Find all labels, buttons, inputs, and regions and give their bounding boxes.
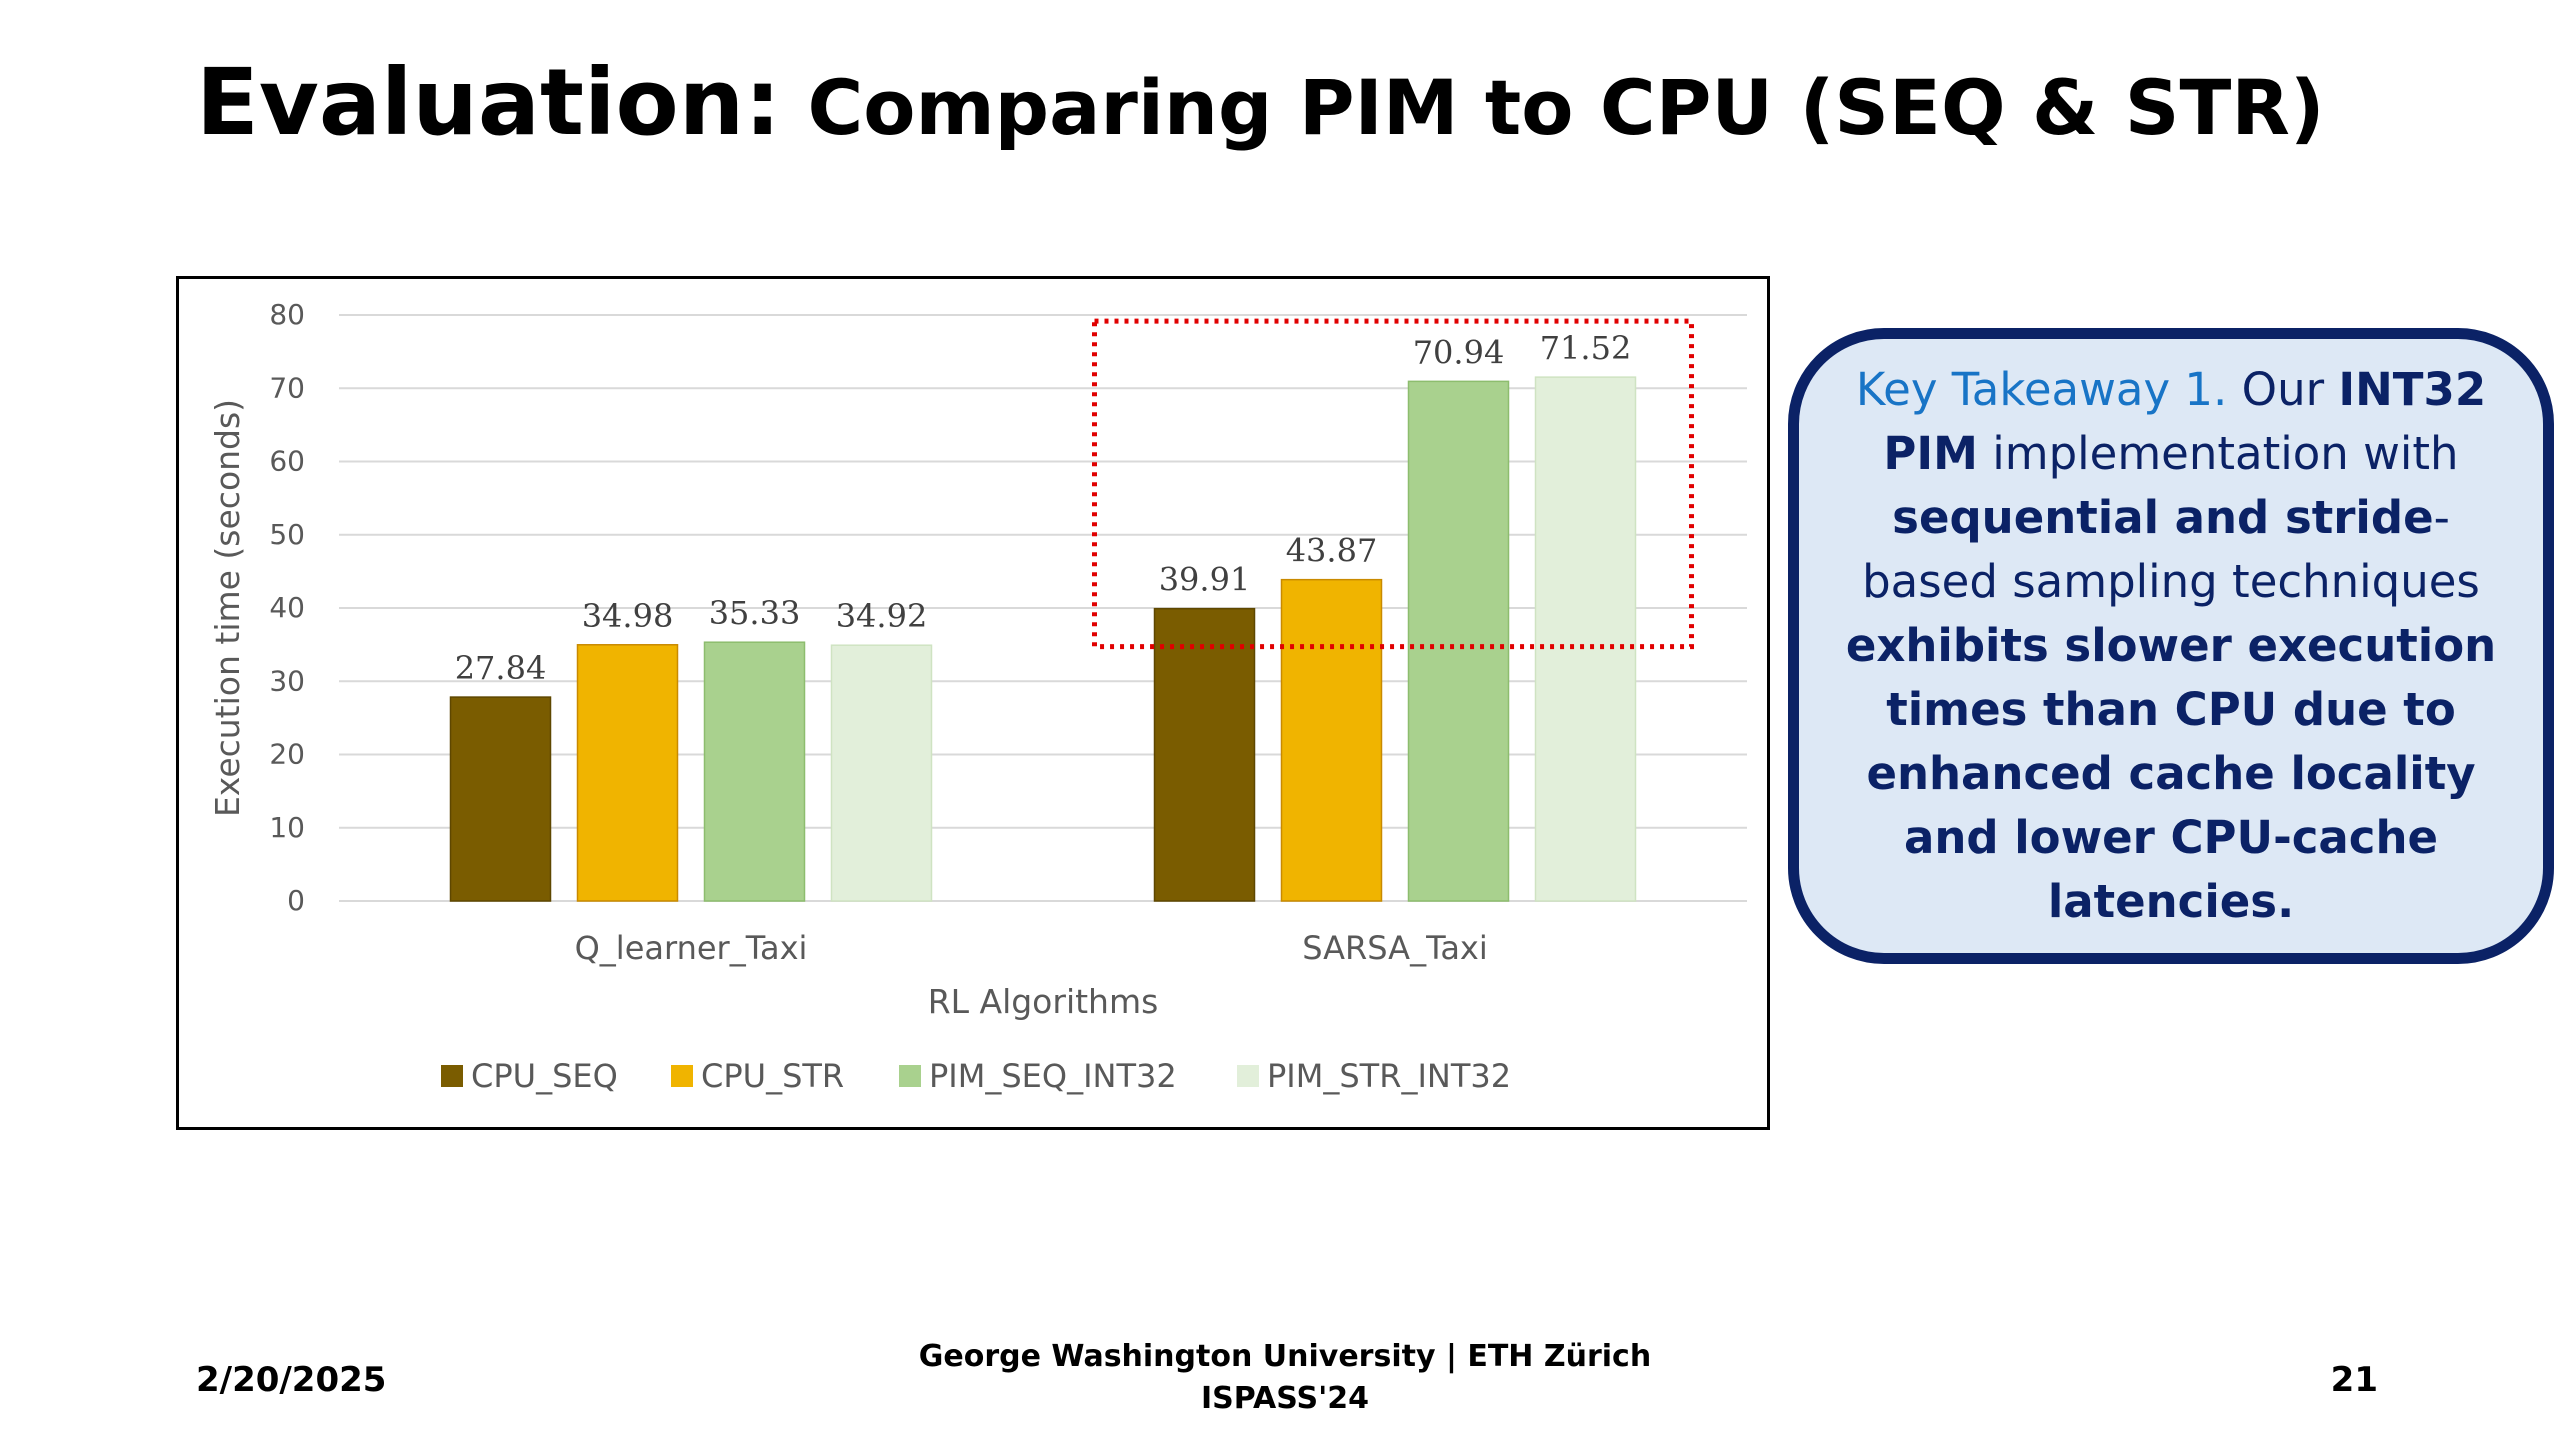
key-takeaway-text-1: Our — [2227, 363, 2339, 416]
bar — [1407, 380, 1510, 902]
y-tick-label: 80 — [269, 298, 305, 331]
data-label: 70.94 — [1413, 333, 1505, 371]
x-tick-label: Q_learner_Taxi — [575, 929, 808, 967]
key-takeaway-text-2: implementation with — [1977, 427, 2459, 480]
footer-affiliation: George Washington University | ETH Züric… — [918, 1339, 1652, 1374]
y-tick-label: 10 — [269, 811, 305, 844]
x-tick-label: SARSA_Taxi — [1302, 929, 1488, 967]
highlight-box — [1092, 318, 1694, 650]
data-label: 43.87 — [1286, 532, 1378, 570]
data-label: 34.98 — [582, 597, 674, 635]
data-label: 71.52 — [1540, 329, 1632, 367]
bar — [703, 641, 806, 902]
key-takeaway-bold-3: exhibits slower execution times than CPU… — [1845, 619, 2497, 928]
data-label: 35.33 — [709, 594, 801, 632]
key-takeaway-bold-1: INT32 PIM — [1883, 363, 2487, 480]
footer-center: George Washington University | ETH Züric… — [880, 1336, 1690, 1420]
legend-swatch — [671, 1065, 693, 1087]
bar — [1534, 376, 1637, 902]
bar — [1153, 607, 1256, 902]
footer-date: 2/20/2025 — [196, 1360, 387, 1400]
y-tick-label: 60 — [269, 445, 305, 478]
data-label: 34.92 — [836, 597, 928, 635]
bar — [1280, 578, 1383, 902]
bar — [576, 644, 679, 902]
key-takeaway-box: Key Takeaway 1. Our INT32 PIM implementa… — [1788, 328, 2554, 964]
key-takeaway-text: Key Takeaway 1. Our INT32 PIM implementa… — [1839, 358, 2503, 934]
data-label: 27.84 — [455, 649, 547, 687]
legend-swatch — [899, 1065, 921, 1087]
y-axis-title: Execution time (seconds) — [208, 399, 247, 817]
y-tick-label: 0 — [287, 884, 305, 917]
slide-title: Evaluation: Comparing PIM to CPU (SEQ & … — [196, 52, 2325, 153]
legend-label: PIM_SEQ_INT32 — [929, 1057, 1177, 1095]
legend-label: PIM_STR_INT32 — [1267, 1057, 1511, 1095]
y-tick-label: 20 — [269, 738, 305, 771]
bar — [830, 644, 933, 902]
y-tick-label: 70 — [269, 371, 305, 404]
legend-swatch — [441, 1065, 463, 1087]
y-tick-label: 40 — [269, 591, 305, 624]
x-axis-title: RL Algorithms — [928, 982, 1159, 1021]
legend-label: CPU_SEQ — [471, 1057, 618, 1095]
data-label: 39.91 — [1159, 561, 1251, 599]
bar-chart: 0 10 20 30 40 50 60 70 80 27.84 34.98 35.33 34.92 Q_l… — [208, 298, 1747, 1095]
y-tick-label: 30 — [269, 664, 305, 697]
legend-swatch — [1237, 1065, 1259, 1087]
y-tick-label: 50 — [269, 518, 305, 551]
slide-title-sub: Comparing PIM to CPU (SEQ & STR) — [781, 63, 2325, 152]
chart-frame: 0 10 20 30 40 50 60 70 80 27.84 34.98 35.33 34.92 Q_l… — [176, 276, 1770, 1130]
footer-venue: ISPASS'24 — [1200, 1381, 1370, 1416]
key-takeaway-bold-2: sequential and stride — [1892, 491, 2434, 544]
bar — [449, 696, 552, 902]
slide-title-main: Evaluation: — [196, 49, 782, 156]
key-takeaway-heading: Key Takeaway 1. — [1855, 363, 2228, 416]
footer-page-number: 21 — [2330, 1360, 2378, 1400]
legend-label: CPU_STR — [701, 1057, 844, 1095]
key-takeaway-text-3: -based sampling techniques — [1862, 491, 2480, 608]
